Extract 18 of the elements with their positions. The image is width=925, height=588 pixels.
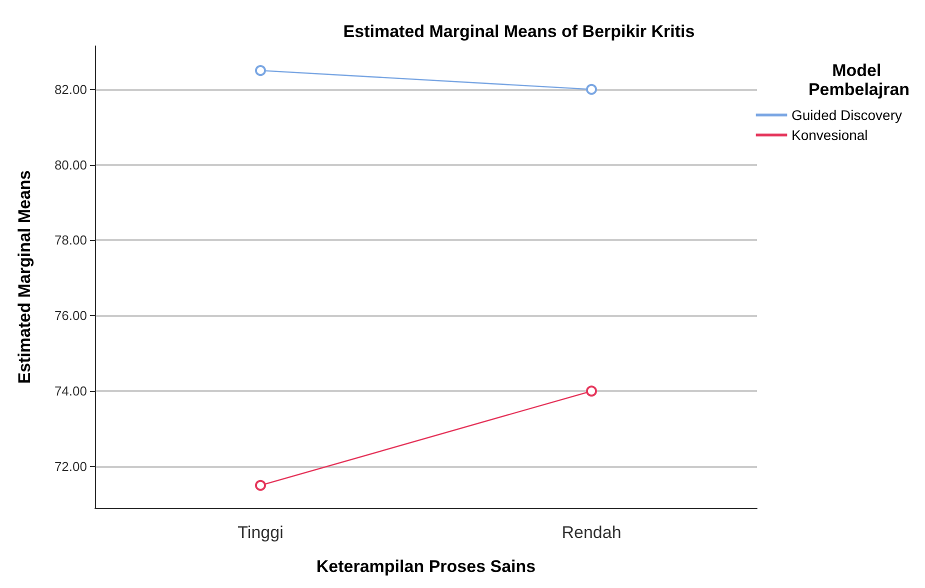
- point: [586, 386, 597, 397]
- y-axis-title: Estimated Marginal Means: [15, 170, 34, 384]
- point: [255, 65, 266, 76]
- y-tick-label: 76.00: [54, 308, 87, 324]
- legend-title: Model Pembelajran: [808, 61, 910, 99]
- y-tick-label: 74.00: [54, 384, 87, 399]
- legend-label: Konvesional: [792, 127, 868, 143]
- legend-label: Guided Discovery: [792, 107, 902, 123]
- point: [586, 84, 597, 95]
- x-tick-label: Rendah: [562, 523, 622, 542]
- y-tick-label: 72.00: [54, 459, 87, 474]
- x-axis-title: Keterampilan Proses Sains: [316, 557, 536, 576]
- x-tick-label: Tinggi: [238, 523, 284, 542]
- chart-title: Estimated Marginal Means of Berpikir Kritis: [343, 22, 695, 41]
- y-tick-label: 78.00: [54, 232, 87, 248]
- y-tick-label: 82.00: [54, 82, 87, 97]
- point: [255, 480, 266, 491]
- y-tick-label: 80.00: [54, 157, 87, 172]
